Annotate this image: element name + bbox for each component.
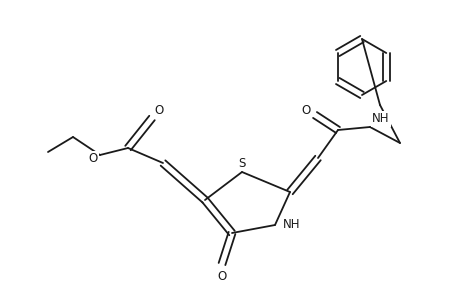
Text: O: O (217, 270, 226, 283)
Text: S: S (238, 157, 245, 170)
Text: NH: NH (282, 218, 300, 232)
Text: O: O (301, 104, 310, 118)
Text: O: O (89, 152, 98, 166)
Text: NH: NH (371, 112, 389, 125)
Text: O: O (154, 103, 163, 116)
